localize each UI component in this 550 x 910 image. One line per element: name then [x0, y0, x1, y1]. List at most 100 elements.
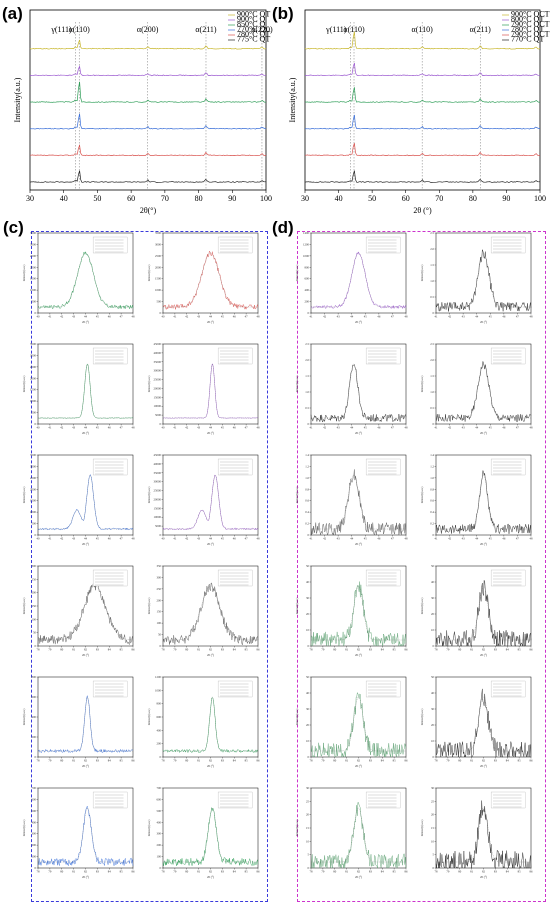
x-tick-label: 81: [197, 648, 201, 652]
x-tick-label: 42: [448, 426, 452, 430]
y-tick-label: 3000: [30, 464, 37, 468]
d-subplot: 1400 1200 1000 800 600 400 200 041 42 43 44 45 46 47 4…: [295, 231, 408, 324]
x-tick-label: 81: [72, 870, 76, 874]
y-tick-label: 3000: [30, 242, 37, 246]
measured-curve: [37, 581, 134, 646]
x-tick-label: 40: [37, 537, 41, 541]
measured-curve: [310, 581, 407, 647]
x-tick-label: 80: [333, 648, 337, 652]
x-tick-label: 80: [185, 870, 189, 874]
x-tick-label: 42: [323, 426, 327, 430]
y-tick-label: 0.6: [430, 499, 434, 503]
x-tick-label: 47: [391, 426, 395, 430]
y-tick-label: 1000: [155, 288, 162, 292]
x-tick-label: 78: [310, 648, 314, 652]
info-box: [490, 569, 526, 587]
y-tick-label: 2500: [30, 254, 37, 258]
x-axis-label: 2θ (°): [82, 542, 89, 546]
y-tick-label: 700: [32, 786, 37, 790]
y-tick-label: 15000: [154, 395, 162, 399]
x-tick-label: 46: [377, 537, 381, 541]
x-tick-label: 86: [530, 870, 534, 874]
x-tick-label: 44: [84, 537, 88, 541]
x-tick-label: 86: [405, 759, 409, 763]
y-axis-label: Intensity(a.u.): [22, 487, 26, 504]
y-tick-label: 5000: [155, 413, 162, 417]
x-tick-label: 48: [405, 537, 409, 541]
y-tick-label: 0: [308, 866, 310, 870]
fit-curve: [436, 585, 531, 641]
y-tick-label: 3500: [155, 231, 162, 235]
y-tick-label: 40: [306, 580, 310, 584]
d-subplot: 50 40 30 20 10 078 79 80 81 82 83 84 85 86 2θ (°) Inten…: [295, 564, 408, 657]
fit-curve: [311, 807, 406, 863]
x-tick-label: 44: [209, 537, 213, 541]
series-line: [304, 114, 540, 130]
y-axis-label: Intensity(a.u.): [288, 77, 297, 122]
y-tick-label: 2.0: [430, 358, 434, 362]
x-tick-label: 40: [162, 426, 166, 430]
legend-entry: 790°C QCT: [511, 30, 550, 39]
y-tick-label: 1000: [30, 399, 37, 403]
d-subplot: 30 25 20 15 10 5 078 79 80 81 82 83 84 85 86 2θ (°) Inte…: [420, 786, 533, 879]
x-axis-label: 2θ (°): [207, 320, 214, 324]
y-tick-label: 0: [433, 644, 435, 648]
y-axis-label: Intensity(a.u.): [420, 376, 424, 393]
y-tick-label: 0: [35, 422, 37, 426]
y-tick-label: 200: [32, 735, 37, 739]
x-tick-label: 84: [233, 759, 237, 763]
y-axis-label: Intensity(a.u.): [295, 820, 299, 837]
y-tick-label: 0: [35, 755, 37, 759]
measured-curve: [37, 805, 134, 867]
x-tick-label: 78: [37, 870, 41, 874]
y-tick-label: 35000: [154, 360, 162, 364]
x-tick-label: 78: [435, 870, 439, 874]
x-tick-label: 47: [516, 426, 520, 430]
measured-curve: [435, 579, 532, 647]
x-tick-label: 40: [162, 315, 166, 319]
y-tick-label: 500: [32, 809, 37, 813]
x-tick-label: 45: [221, 315, 225, 319]
y-tick-label: 15: [431, 826, 435, 830]
x-tick-label: 70: [435, 194, 443, 203]
y-axis-label: Intensity(a.u.): [22, 265, 26, 282]
y-axis-label: Intensity(a.u.): [147, 598, 151, 615]
x-tick-label: 100: [534, 194, 546, 203]
x-tick-label: 82: [209, 648, 213, 652]
x-tick-label: 41: [48, 315, 52, 319]
info-box: [490, 236, 526, 254]
measured-curve: [310, 691, 407, 758]
x-tick-label: 80: [333, 759, 337, 763]
y-tick-label: 0: [433, 755, 435, 759]
y-tick-label: 0.8: [430, 487, 434, 491]
x-tick-label: 48: [257, 537, 261, 541]
x-tick-label: 78: [162, 759, 166, 763]
x-tick-label: 43: [197, 537, 201, 541]
x-tick-label: 83: [221, 648, 225, 652]
y-tick-label: 200: [305, 300, 310, 304]
y-tick-label: 20: [306, 813, 310, 817]
fit-curve: [163, 252, 258, 308]
measured-curve: [435, 688, 532, 758]
x-tick-label: 42: [60, 315, 64, 319]
y-tick-label: 30: [306, 707, 310, 711]
xrd-chart-a: 30 40 50 60 70 80 90 100 2θ(°) Intensity(a.u.) γ(1…: [13, 10, 273, 216]
x-tick-label: 83: [221, 759, 225, 763]
y-tick-label: 100: [157, 855, 162, 859]
fit-curve: [436, 363, 531, 419]
y-tick-label: 30: [431, 786, 435, 790]
measured-curve: [162, 250, 259, 311]
y-tick-label: 50: [431, 564, 435, 568]
info-box: [490, 347, 526, 365]
series-line: [304, 170, 540, 183]
x-tick-label: 42: [185, 315, 189, 319]
y-tick-label: 0: [160, 533, 162, 537]
x-tick-label: 42: [60, 426, 64, 430]
d-subplot: 2.5 2.0 1.5 1.0 0.5 041 42 43 44 45 46 47 48 2θ (°) In…: [420, 342, 533, 435]
y-tick-label: 400: [32, 820, 37, 824]
y-tick-label: 0.4: [305, 510, 309, 514]
x-tick-label: 50: [93, 194, 101, 203]
x-tick-label: 46: [502, 315, 506, 319]
series-line: [305, 143, 541, 157]
y-tick-label: 2500: [30, 476, 37, 480]
